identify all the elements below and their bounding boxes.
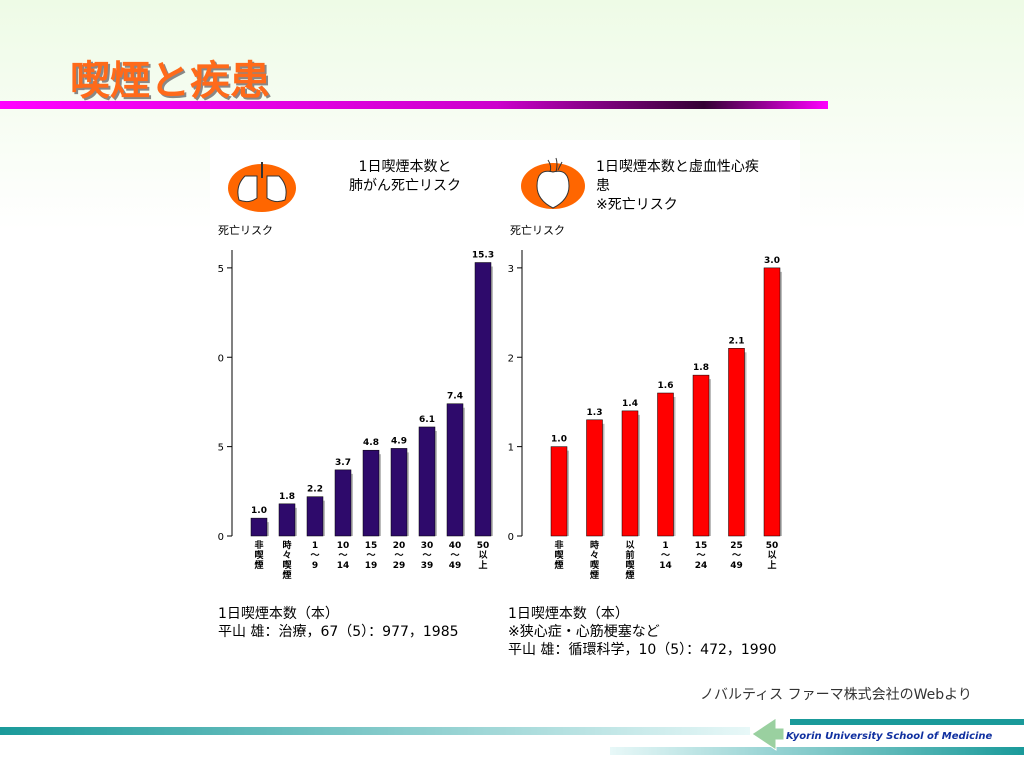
value-label: 1.8: [693, 363, 709, 373]
value-label: 1.0: [551, 435, 567, 445]
x-tick-label: 時 々 喫 煙: [589, 541, 599, 581]
value-label: 4.8: [363, 438, 379, 448]
bar: [728, 348, 745, 537]
value-label: 1.6: [658, 381, 674, 391]
bar: [418, 426, 436, 537]
bar: [362, 449, 380, 537]
x-tick-label: 15 〜 19: [364, 541, 378, 571]
bar: [692, 374, 710, 537]
bar: [763, 267, 781, 537]
figure-panel: [210, 140, 800, 665]
y-tick-label: 0: [508, 532, 514, 543]
value-label: 3.0: [764, 256, 780, 266]
x-tick-label: 20 〜 29: [392, 541, 406, 571]
y-tick-label: 0: [218, 532, 224, 543]
value-label: 15.3: [472, 251, 494, 261]
value-label: 6.1: [419, 415, 435, 425]
footer-arrow: [751, 717, 785, 751]
value-label: 1.4: [622, 399, 638, 409]
x-tick-label: 30 〜 39: [420, 541, 434, 571]
x-tick-label: 15 〜 24: [694, 541, 708, 571]
y-tick-label: 1: [508, 443, 514, 454]
value-label: 2.1: [729, 336, 745, 346]
bar: [334, 469, 352, 537]
chart-caption: 1日喫煙本数と 肺がん死亡リスク: [349, 159, 461, 194]
footer-text: Kyorin University School of Medicine: [786, 731, 993, 742]
x-tick-label: 以 前 喫 煙: [625, 541, 635, 581]
heart-icon: [521, 157, 585, 209]
x-tick-label: 非 喫 煙: [554, 541, 564, 571]
footer-stripe: [0, 727, 750, 735]
value-label: 4.9: [391, 436, 407, 446]
chart-source: 平山 雄：循環科学，10（5）：472，1990: [508, 642, 777, 658]
x-tick-label: 1 〜 9: [310, 541, 320, 571]
value-label: 1.0: [251, 506, 267, 516]
lung-icon: [228, 162, 296, 212]
y-axis-label: 死亡リスク: [218, 224, 273, 237]
x-axis-label: 1日喫煙本数（本）: [508, 606, 629, 622]
x-tick-label: 10 〜 14: [336, 541, 350, 571]
x-tick-label: 50 以 上: [765, 541, 779, 571]
x-tick-label: 50 以 上: [476, 541, 490, 571]
bar: [446, 403, 464, 537]
slide-title: 喫煙と疾患: [70, 58, 270, 104]
bar: [278, 503, 296, 537]
value-label: 1.3: [587, 408, 603, 418]
bar: [621, 410, 639, 537]
credit: ノバルティス ファーマ株式会社のWebより: [700, 687, 972, 703]
bar: [586, 419, 603, 537]
y-tick-label: 5: [218, 264, 224, 275]
x-tick-label: 40 〜 49: [448, 541, 462, 571]
y-tick-label: 0: [218, 353, 224, 364]
footer-stripe: [610, 747, 1024, 755]
chart-note: ※狭心症・心筋梗塞など: [508, 624, 660, 640]
value-label: 7.4: [447, 392, 463, 402]
chart-caption: 1日喫煙本数と虚血性心疾 患 ※死亡リスク: [596, 159, 759, 213]
x-tick-label: 時 々 喫 煙: [282, 541, 292, 581]
footer-stripe: [790, 719, 1024, 725]
bar: [657, 392, 674, 537]
y-axis-label: 死亡リスク: [510, 224, 565, 237]
chart-source: 平山 雄：治療，67（5）：977，1985: [218, 624, 459, 640]
bar: [474, 262, 492, 537]
y-tick-label: 2: [508, 353, 514, 364]
x-axis-label: 1日喫煙本数（本）: [218, 606, 339, 622]
y-tick-label: 3: [508, 264, 514, 275]
bar: [306, 496, 324, 537]
x-tick-label: 非 喫 煙: [254, 541, 264, 571]
x-tick-label: 1 〜 14: [659, 541, 672, 571]
value-label: 3.7: [335, 458, 351, 468]
y-tick-label: 5: [218, 443, 224, 454]
value-label: 2.2: [307, 485, 323, 495]
bar: [390, 448, 408, 537]
bar: [250, 517, 268, 537]
title-rule: [0, 101, 828, 109]
value-label: 1.8: [279, 492, 295, 502]
bar: [550, 446, 568, 537]
x-tick-label: 25 〜 49: [730, 541, 743, 571]
